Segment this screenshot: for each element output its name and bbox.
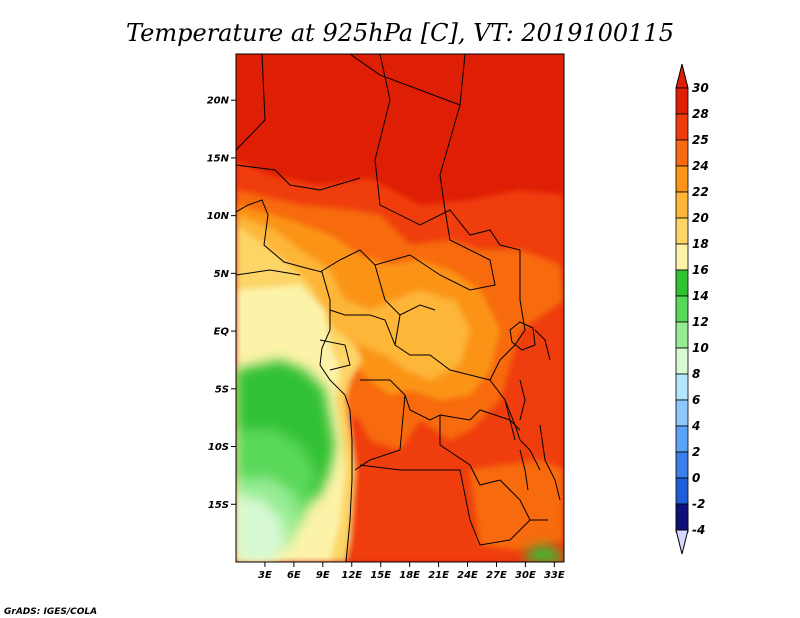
colorbar-top-arrow <box>675 63 689 89</box>
political-borders <box>236 54 561 562</box>
lat-tick-label: 20N <box>207 96 230 107</box>
colorbar-swatch <box>675 139 689 167</box>
colorbar-label: 2 <box>692 445 700 459</box>
lon-tick-label: 9E <box>316 570 330 581</box>
coastline <box>236 199 353 562</box>
longitude-axis: 3E 6E 9E 12E 15E 18E 21E 24E 27E 30E 33E <box>258 562 565 581</box>
colorbar-label: -2 <box>692 497 705 511</box>
lat-tick-label: 10S <box>208 442 229 453</box>
colorbar-swatch <box>675 373 689 401</box>
colorbar-bottom-arrow <box>675 529 689 555</box>
lat-tick-label: 5N <box>214 269 230 280</box>
colorbar-label: 16 <box>692 263 709 277</box>
colorbar-label: 12 <box>692 315 709 329</box>
colorbar-swatch <box>675 451 689 479</box>
colorbar-swatch <box>675 399 689 427</box>
lon-tick-label: 24E <box>457 570 478 581</box>
map-title: Temperature at 925hPa [C], VT: 201910011… <box>126 19 674 47</box>
colorbar-label: 0 <box>692 471 700 485</box>
lon-tick-label: 6E <box>287 570 301 581</box>
colorbar-label: 10 <box>692 341 709 355</box>
colorbar-swatch <box>675 217 689 245</box>
lat-tick-label: 15N <box>207 153 230 164</box>
map-frame <box>235 53 565 563</box>
field-band-south-ne <box>470 460 564 550</box>
colorbar-swatch-bottom <box>675 503 689 531</box>
lon-tick-label: 3E <box>258 570 272 581</box>
colorbar-label: 24 <box>692 159 709 173</box>
field-spot-16-se <box>525 545 564 562</box>
colorbar-swatch <box>675 165 689 193</box>
colorbar-swatch <box>675 191 689 219</box>
colorbar-label: 28 <box>692 107 709 121</box>
colorbar-label: 6 <box>692 393 700 407</box>
border-lines <box>236 54 561 546</box>
colorbar-swatch <box>675 113 689 141</box>
colorbar-swatch <box>675 321 689 349</box>
colorbar-label: 30 <box>692 81 709 95</box>
lat-tick-label: 10N <box>207 211 230 222</box>
colorbar-swatch <box>675 425 689 453</box>
colorbar-label: 25 <box>692 133 709 147</box>
colorbar-swatch <box>675 269 689 297</box>
colorbar-label: 22 <box>692 185 709 199</box>
field-band-interior <box>405 295 470 370</box>
rift-lakes <box>504 329 551 491</box>
lon-tick-label: 30E <box>515 570 536 581</box>
lon-tick-label: 21E <box>428 570 449 581</box>
field-band-10 <box>236 495 285 562</box>
latitude-axis: 20N 15N 10N 5N EQ 5S 10S 15S <box>207 96 236 511</box>
colorbar-label: 20 <box>692 211 709 225</box>
colorbar-label: 14 <box>692 289 709 303</box>
grads-credit: GrADS: IGES/COLA <box>4 607 97 617</box>
colorbar-label: 18 <box>692 237 709 251</box>
lat-tick-label: 5S <box>215 384 229 395</box>
lon-tick-label: 12E <box>341 570 362 581</box>
colorbar-swatch <box>675 347 689 375</box>
lat-tick-label: 15S <box>208 500 229 511</box>
colorbar-swatch <box>675 243 689 271</box>
temperature-field <box>236 160 564 562</box>
lon-tick-label: 15E <box>370 570 391 581</box>
lake-victoria <box>509 321 536 351</box>
lat-tick-label: EQ <box>214 327 230 338</box>
lon-tick-label: 27E <box>486 570 507 581</box>
lon-tick-label: 33E <box>544 570 565 581</box>
colorbar-label: 4 <box>691 419 700 433</box>
colorbar-label: -4 <box>692 523 705 537</box>
colorbar-swatch <box>675 87 689 115</box>
colorbar-swatch <box>675 477 689 505</box>
colorbar-label: 8 <box>692 367 700 381</box>
lon-tick-label: 18E <box>399 570 420 581</box>
colorbar-swatch <box>675 295 689 323</box>
map-panel: 20N 15N 10N 5N EQ 5S 10S 15S 3E 6E 9E 12E 15E 18E 21E… <box>207 53 565 581</box>
